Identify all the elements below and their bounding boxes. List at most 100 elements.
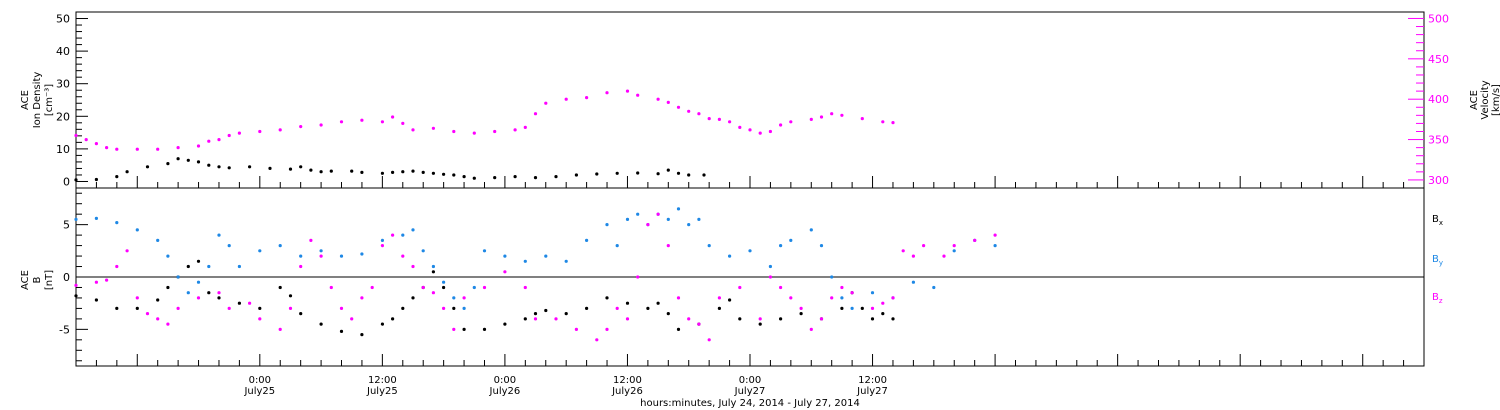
velocity-point — [105, 146, 109, 150]
bz-point — [789, 296, 793, 300]
density-point — [391, 170, 395, 174]
bz-point — [299, 264, 303, 269]
density-point — [676, 171, 681, 175]
bz-point — [196, 296, 201, 300]
density-point — [299, 165, 303, 169]
by-point — [186, 291, 190, 295]
b-tick-label: -5 — [59, 323, 70, 336]
b-axis-label-line2: B — [32, 276, 43, 283]
velocity-point — [431, 126, 435, 130]
velocity-point — [380, 120, 384, 124]
bx-point — [94, 298, 98, 302]
density-point — [380, 171, 384, 175]
b-field-points — [74, 207, 997, 342]
bx-point — [217, 296, 221, 300]
density-point — [268, 166, 272, 170]
by-point — [697, 217, 701, 221]
density-axis-label-line2: Ion Density — [32, 72, 43, 129]
bz-point — [717, 296, 722, 300]
bz-point — [870, 306, 875, 310]
density-point — [227, 166, 231, 170]
by-point — [442, 280, 446, 284]
by-point — [809, 228, 813, 232]
bx-point — [625, 301, 630, 305]
velocity-point — [115, 147, 119, 151]
by-point — [676, 207, 681, 211]
by-point — [544, 254, 548, 258]
by-point — [217, 233, 221, 237]
day-tick-label: July25 — [243, 386, 275, 397]
bz-point — [452, 327, 456, 331]
bx-point — [666, 312, 670, 316]
by-point — [135, 228, 139, 232]
bx-point — [891, 317, 895, 321]
bx-point — [738, 317, 742, 321]
bz-point — [809, 327, 813, 331]
velocity-point — [697, 112, 701, 116]
velocity-point — [840, 113, 844, 117]
bz-point — [758, 317, 762, 321]
by-point — [299, 254, 303, 258]
density-axis: 0 10 20 30 40 50 — [56, 13, 88, 188]
time-tick-label: 12:00 — [613, 375, 642, 386]
bz-point — [799, 306, 803, 310]
density-point — [166, 162, 170, 166]
by-point — [360, 252, 364, 256]
by-point — [932, 285, 936, 290]
bz-point — [380, 244, 384, 248]
legend-bz: Bz — [1432, 292, 1443, 305]
velocity-point — [881, 120, 885, 124]
bz-point — [166, 322, 170, 326]
bx-point — [779, 317, 783, 321]
by-point — [196, 280, 201, 284]
bx-point — [840, 306, 844, 310]
velocity-point — [401, 121, 405, 125]
velocity-point — [360, 118, 364, 122]
by-point — [278, 244, 282, 248]
bx-point — [646, 306, 650, 310]
bx-point — [278, 285, 282, 290]
velocity-point — [809, 117, 813, 121]
legend: Bx By Bz — [1432, 214, 1443, 305]
density-point — [421, 170, 425, 174]
bz-point — [94, 280, 98, 284]
bz-point — [625, 317, 630, 321]
density-point — [574, 173, 579, 177]
velocity-point — [738, 125, 742, 129]
bx-point — [605, 296, 609, 300]
velocity-axis-label-line1: ACE — [1469, 90, 1480, 110]
bz-point — [533, 317, 538, 321]
velocity-point — [758, 131, 762, 135]
by-point — [74, 217, 78, 221]
by-point — [840, 296, 844, 300]
velocity-point — [717, 117, 722, 121]
bx-point — [503, 322, 507, 326]
density-point — [702, 173, 706, 177]
by-point — [462, 306, 466, 310]
by-point — [768, 264, 773, 269]
bz-point — [666, 244, 670, 248]
b-axis-label-line1: ACE — [20, 270, 31, 290]
bz-point — [125, 249, 129, 253]
velocity-point — [779, 123, 783, 127]
density-tick-label: 30 — [56, 78, 70, 91]
velocity-tick-label: 350 — [1428, 134, 1449, 147]
bx-point — [411, 296, 415, 300]
bz-point — [503, 270, 507, 274]
density-point — [288, 167, 293, 171]
bz-point — [922, 244, 926, 248]
bx-point — [319, 322, 323, 326]
bz-point — [840, 285, 844, 290]
bz-point — [881, 301, 885, 305]
by-point — [636, 212, 640, 216]
velocity-point — [84, 138, 88, 142]
bx-point — [299, 312, 303, 316]
bx-point — [196, 259, 201, 263]
density-point — [452, 173, 456, 177]
velocity-point — [196, 144, 201, 148]
velocity-point — [768, 129, 773, 134]
velocity-point — [605, 91, 609, 95]
velocity-point — [891, 121, 895, 125]
bz-point — [442, 306, 446, 310]
bz-point — [227, 306, 231, 310]
